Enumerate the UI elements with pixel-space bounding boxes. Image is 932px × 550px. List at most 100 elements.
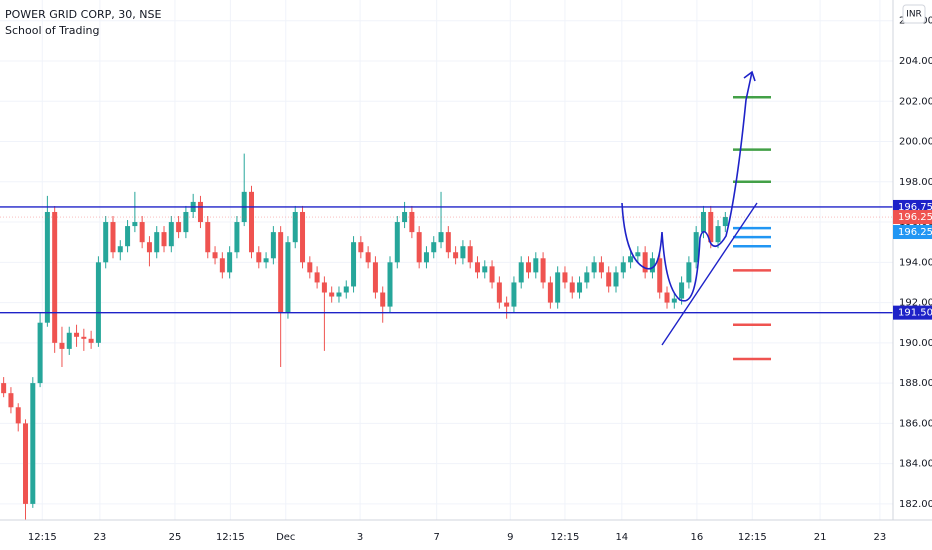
candle-body: [657, 258, 663, 293]
price-label: 196.25: [898, 212, 932, 223]
candle-body: [74, 332, 80, 337]
y-tick-label: 204.00: [899, 56, 932, 67]
candle-body: [59, 342, 65, 349]
candle-body: [205, 222, 211, 253]
currency-label[interactable]: INR: [906, 10, 922, 20]
candle-body: [708, 211, 714, 243]
candle-body: [431, 242, 437, 253]
candle-body: [212, 252, 218, 259]
candle-body: [598, 262, 604, 273]
candle-body: [700, 211, 706, 233]
candle-body: [642, 252, 648, 273]
y-tick-label: 186.00: [899, 418, 932, 429]
y-tick-label: 182.00: [899, 499, 932, 510]
candle-body: [540, 258, 546, 283]
candle-body: [278, 232, 284, 313]
candle-body: [387, 262, 393, 307]
currency-button[interactable]: [902, 4, 926, 24]
candle-body: [649, 258, 655, 273]
candle-body: [722, 217, 728, 227]
candle-body: [234, 222, 240, 253]
chart-subtitle: School of Trading: [5, 24, 99, 37]
candle-body: [460, 246, 466, 259]
price-label-bg: [893, 225, 932, 240]
price-label: 196.25: [898, 227, 932, 238]
candle-body: [52, 211, 58, 343]
candle-body: [146, 242, 152, 253]
candle-body: [533, 258, 539, 273]
candle-body: [168, 222, 174, 247]
candle-body: [489, 266, 495, 283]
candle-body: [577, 282, 583, 293]
candle-body: [474, 262, 480, 273]
candle-body: [664, 292, 670, 303]
candle-body: [620, 262, 626, 273]
candle-body: [183, 211, 189, 233]
candle-body: [518, 262, 524, 283]
candle-body: [8, 393, 14, 408]
y-tick-label: 198.00: [899, 177, 932, 188]
candle-body: [402, 211, 408, 223]
candle-body: [584, 272, 590, 283]
candle-body: [591, 262, 597, 273]
candle-body: [219, 258, 225, 273]
candle-body: [117, 246, 123, 253]
candle-body: [248, 191, 254, 253]
candle-body: [351, 242, 357, 287]
candle-body: [358, 242, 364, 253]
candle-body: [467, 246, 473, 263]
chart-title: POWER GRID CORP, 30, NSE: [5, 8, 161, 21]
candle-body: [95, 262, 101, 343]
candle-body: [336, 292, 342, 297]
candle-body: [292, 211, 298, 243]
candle-body: [103, 222, 109, 263]
x-tick-label: 21: [814, 532, 827, 543]
candle-body: [482, 266, 488, 273]
candle-body: [555, 272, 561, 303]
arrow-head: [743, 70, 756, 82]
candle-body: [562, 272, 568, 283]
x-tick-label: 9: [507, 532, 513, 543]
x-tick-label: Dec: [276, 532, 295, 543]
overlay: POWER GRID CORP, 30, NSE School of Tradi…: [5, 4, 926, 37]
candle-body: [125, 226, 131, 247]
y-tick-label: 188.00: [899, 378, 932, 389]
candle-body: [110, 222, 116, 253]
candle-body: [81, 336, 87, 339]
candle-body: [263, 258, 269, 263]
candle-body: [504, 302, 510, 307]
candle-body: [161, 232, 167, 247]
x-tick-label: 7: [433, 532, 439, 543]
y-tick-label: 194.00: [899, 257, 932, 268]
candle-body: [44, 211, 50, 323]
candle-body: [635, 252, 641, 257]
candle-body: [496, 282, 502, 303]
candle-body: [394, 222, 400, 263]
candle-body: [380, 292, 386, 307]
candle-body: [154, 232, 160, 253]
candle-body: [365, 252, 371, 263]
price-label: 196.75: [898, 202, 932, 213]
x-tick-label: 23: [874, 532, 887, 543]
price-label-bg: [893, 210, 932, 225]
candle-body: [372, 262, 378, 293]
candle-body: [270, 232, 276, 259]
candle-body: [423, 252, 429, 263]
plot: [0, 95, 893, 520]
candle-body: [329, 292, 335, 297]
y-tick-label: 192.00: [899, 298, 932, 309]
y-tick-label: 200.00: [899, 137, 932, 148]
candle-body: [438, 232, 444, 243]
drawings: [621, 70, 758, 346]
axes: 182.00 184.00 186.00 188.00 190.00 192.00 194.…: [28, 16, 932, 543]
price-label: 191.50: [898, 308, 932, 319]
x-tick-label: 23: [94, 532, 107, 543]
candle-body: [314, 272, 320, 283]
candle-body: [227, 252, 233, 273]
candle-body: [30, 383, 36, 504]
candle-body: [613, 272, 619, 287]
candle-body: [307, 262, 313, 273]
candle-body: [445, 232, 451, 253]
